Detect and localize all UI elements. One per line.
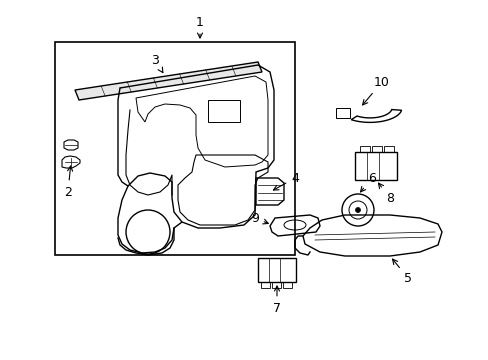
Text: 4: 4 (273, 171, 298, 190)
Bar (258, 258, 295, 282)
Text: 10: 10 (362, 76, 389, 105)
Bar (354, 152, 396, 180)
Text: 8: 8 (378, 183, 393, 204)
Circle shape (355, 207, 360, 212)
Bar (283, 282, 291, 288)
Bar (55, 42, 294, 255)
Bar (207, 100, 240, 122)
Bar (271, 282, 281, 288)
Bar (359, 146, 369, 152)
Text: 1: 1 (196, 15, 203, 38)
Bar (335, 108, 349, 118)
Text: 5: 5 (392, 259, 411, 284)
Bar (261, 282, 269, 288)
Bar (371, 146, 381, 152)
Bar (383, 146, 393, 152)
Text: 6: 6 (360, 171, 375, 192)
Text: 2: 2 (64, 166, 72, 198)
Polygon shape (75, 62, 262, 100)
Text: 3: 3 (151, 54, 163, 73)
Text: 9: 9 (250, 212, 268, 225)
Text: 7: 7 (272, 286, 281, 315)
